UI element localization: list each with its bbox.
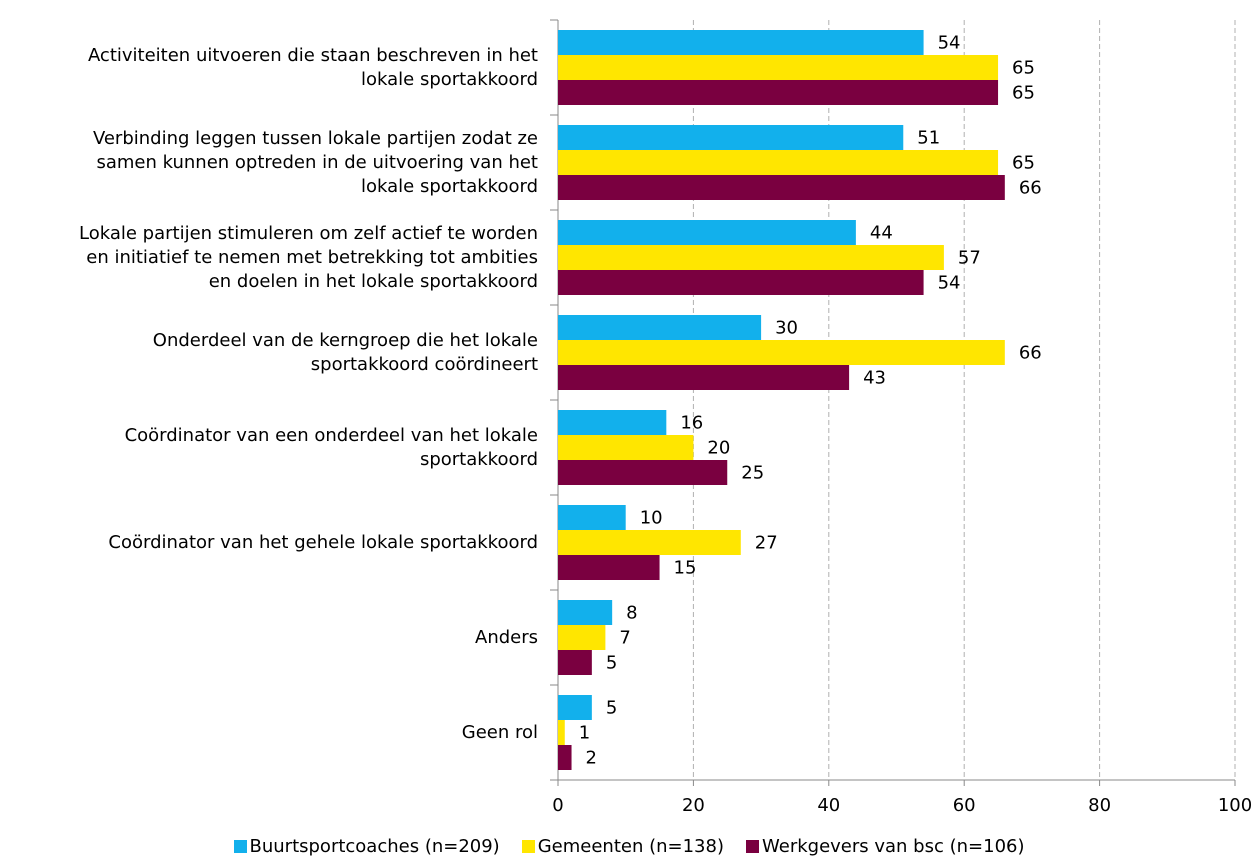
category-label: Lokale partijen stimuleren om zelf actie… bbox=[79, 222, 538, 292]
bar bbox=[558, 125, 904, 150]
category-label: Verbinding leggen tussen lokale partijen… bbox=[92, 127, 538, 197]
category-label: Activiteiten uitvoeren die staan beschre… bbox=[87, 44, 538, 90]
value-label: 27 bbox=[755, 533, 778, 554]
bar bbox=[558, 720, 565, 745]
x-tick-label: 60 bbox=[953, 795, 976, 816]
value-label: 5 bbox=[606, 698, 617, 719]
value-label: 16 bbox=[680, 413, 703, 434]
value-label: 5 bbox=[606, 653, 617, 674]
bar bbox=[558, 650, 592, 675]
bar bbox=[558, 435, 694, 460]
value-label: 54 bbox=[938, 273, 961, 294]
bar bbox=[558, 365, 850, 390]
bar bbox=[558, 30, 924, 55]
value-label: 20 bbox=[707, 438, 730, 459]
x-tick-label: 80 bbox=[1088, 795, 1111, 816]
value-label: 66 bbox=[1019, 343, 1042, 364]
category-label: Coördinator van een onderdeel van het lo… bbox=[124, 424, 538, 470]
value-label: 25 bbox=[741, 463, 764, 484]
legend-swatch bbox=[746, 840, 759, 853]
bar bbox=[558, 410, 667, 435]
value-label: 7 bbox=[619, 628, 630, 649]
value-label: 57 bbox=[958, 248, 981, 269]
legend-item: Gemeenten (n=138) bbox=[521, 836, 724, 857]
bar bbox=[558, 175, 1005, 200]
value-label: 30 bbox=[775, 318, 798, 339]
bar bbox=[558, 555, 660, 580]
value-label: 65 bbox=[1012, 153, 1035, 174]
value-label: 43 bbox=[863, 368, 886, 389]
bar bbox=[558, 460, 728, 485]
legend-label: Buurtsportcoaches (n=209) bbox=[249, 836, 500, 857]
x-tick-label: 100 bbox=[1218, 795, 1252, 816]
category-label: Coördinator van het gehele lokale sporta… bbox=[108, 531, 538, 553]
bar bbox=[558, 695, 592, 720]
bar bbox=[558, 340, 1005, 365]
legend-swatch bbox=[521, 840, 535, 853]
legend: Buurtsportcoaches (n=209) Gemeenten (n=13… bbox=[0, 836, 1258, 857]
value-label: 65 bbox=[1012, 83, 1035, 104]
legend-label: Gemeenten (n=138) bbox=[537, 836, 724, 857]
bar bbox=[558, 220, 856, 245]
value-label: 2 bbox=[586, 748, 597, 769]
legend-swatch bbox=[233, 840, 247, 853]
bar bbox=[558, 150, 999, 175]
category-label: Onderdeel van de kerngroep die het lokal… bbox=[152, 329, 538, 375]
value-label: 65 bbox=[1012, 58, 1035, 79]
bar bbox=[558, 505, 626, 530]
value-label: 54 bbox=[938, 33, 961, 54]
bar bbox=[558, 270, 924, 295]
category-label: Anders bbox=[475, 626, 538, 648]
x-tick-label: 20 bbox=[682, 795, 705, 816]
bar bbox=[558, 80, 999, 105]
value-label: 10 bbox=[640, 508, 663, 529]
bar bbox=[558, 245, 944, 270]
category-label: Geen rol bbox=[461, 721, 538, 743]
value-label: 51 bbox=[917, 128, 940, 149]
legend-item: Buurtsportcoaches (n=209) bbox=[233, 836, 500, 857]
x-tick-label: 40 bbox=[817, 795, 840, 816]
value-label: 66 bbox=[1019, 178, 1042, 199]
bar bbox=[558, 315, 762, 340]
bar bbox=[558, 600, 613, 625]
legend-item: Werkgevers van bsc (n=106) bbox=[746, 836, 1025, 857]
x-tick-label: 0 bbox=[552, 795, 563, 816]
bar bbox=[558, 625, 606, 650]
value-label: 15 bbox=[674, 558, 697, 579]
bar bbox=[558, 530, 741, 555]
legend-label: Werkgevers van bsc (n=106) bbox=[762, 836, 1025, 857]
bar bbox=[558, 745, 572, 770]
value-label: 44 bbox=[870, 223, 893, 244]
bar bbox=[558, 55, 999, 80]
value-label: 8 bbox=[626, 603, 637, 624]
value-label: 1 bbox=[579, 723, 590, 744]
